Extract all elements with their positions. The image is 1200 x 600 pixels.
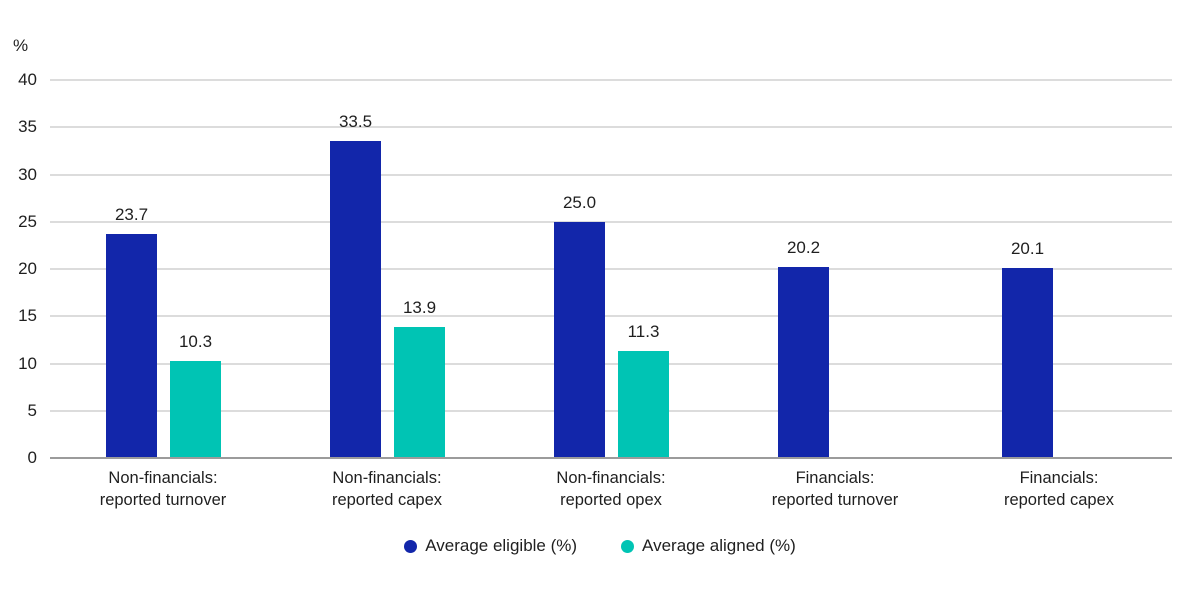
legend-label: Average eligible (%) (425, 536, 578, 555)
x-axis-category-labels: Non-financials: reported turnover Non-fin… (50, 467, 1172, 517)
bar-eligible (554, 221, 605, 458)
gridline (50, 409, 1172, 412)
legend-item: Average aligned (%) (621, 536, 796, 556)
bar-aligned (618, 351, 669, 458)
y-axis-tick-label: 10 (18, 353, 37, 373)
bar-value-label: 10.3 (178, 331, 213, 351)
x-axis-category-label: Non-financials: reported opex (556, 469, 666, 509)
gridline (50, 268, 1172, 270)
bar-eligible (106, 234, 157, 458)
x-axis-category-label: Financials: reported capex (1003, 469, 1115, 509)
y-axis-tick-label: 20 (18, 259, 37, 278)
bar-eligible (778, 267, 829, 458)
bar-eligible (1002, 268, 1053, 458)
y-axis-tick-label: 30 (18, 164, 37, 184)
bar-value-label: 20.2 (786, 238, 821, 258)
x-axis-category-label: Non-financials: reported turnover (99, 469, 227, 509)
legend: Average eligible (%) Average aligned (%) (0, 536, 1200, 556)
bar-value-label: 13.9 (402, 297, 437, 317)
bar-value-label: 23.7 (114, 205, 149, 225)
bar-value-label: 33.5 (338, 112, 373, 132)
bar-aligned (170, 360, 221, 458)
x-axis-category-label: Financials: reported turnover (771, 469, 899, 509)
gridline (50, 79, 1172, 81)
gridline (50, 126, 1172, 129)
x-axis-category-label: Non-financials: reported capex (331, 469, 443, 509)
gridline (50, 315, 1172, 318)
y-axis-tick-label: 5 (27, 400, 37, 420)
gridline (50, 173, 1172, 176)
y-axis-tick-label: 0 (27, 448, 37, 467)
y-axis-tick-label: 15 (18, 306, 37, 326)
legend-color-dot (404, 539, 418, 553)
y-axis-unit-label: % (13, 36, 29, 55)
bar-eligible (330, 141, 381, 458)
plot-area: 23.7 33.5 25.0 20.2 20.1 10.3 13.9 11.3 (50, 79, 1172, 459)
y-axis-tick-label: 40 (18, 70, 37, 89)
bar-value-label: 25.0 (562, 192, 597, 212)
gridline (50, 362, 1172, 365)
legend-color-dot (621, 539, 635, 553)
bar-aligned (394, 326, 445, 458)
bar-value-label: 20.1 (1010, 239, 1045, 259)
legend-item: Average eligible (%) (404, 536, 577, 556)
y-axis-tick-label: 35 (18, 117, 37, 137)
gridline (50, 220, 1172, 223)
x-axis-baseline (50, 457, 1172, 459)
legend-label: Average aligned (%) (642, 536, 796, 555)
y-axis-tick-label: 25 (18, 211, 37, 231)
bar-value-label: 11.3 (627, 322, 660, 342)
y-axis-tick-labels: 0 5 10 15 20 25 30 35 40 (0, 70, 37, 467)
